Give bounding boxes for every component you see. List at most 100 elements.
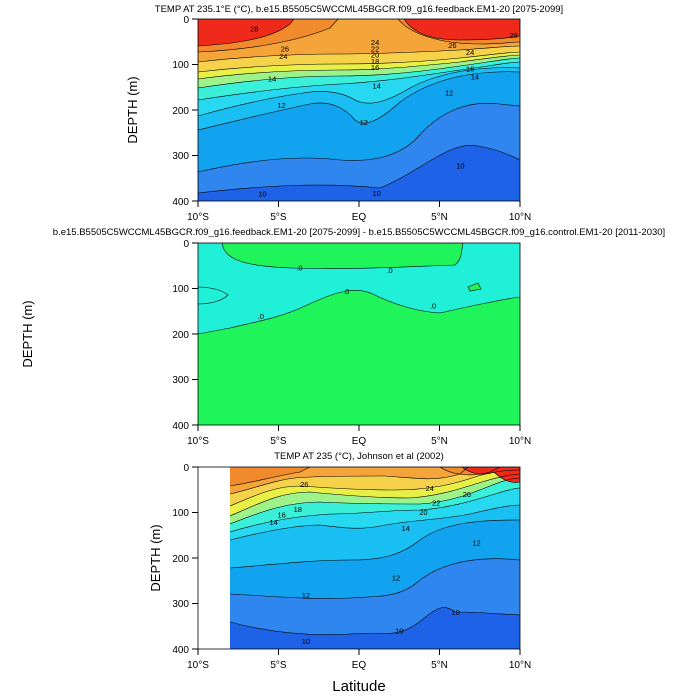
panel-1-xtick-label: 10°S	[187, 212, 209, 223]
contour-label: 28	[509, 31, 517, 40]
panel-1-ytick-label: 0	[183, 15, 189, 26]
panel-3-xtick-label: EQ	[352, 660, 367, 671]
panel-1-contour-lines	[198, 19, 520, 194]
contour-label: 26	[448, 41, 456, 50]
panel-3-ytick-label: 300	[172, 599, 189, 610]
panel-1: TEMP AT 235.1°E (°C), b.e15.B5505C5WCCML…	[125, 4, 563, 223]
contour-label: 12	[302, 591, 310, 600]
contour-label: .0	[386, 266, 392, 275]
contour-label: 26	[281, 45, 289, 54]
contour-label: 14	[471, 73, 479, 82]
panel-3-contour-lines	[230, 467, 520, 636]
band-lt28-left	[198, 19, 294, 46]
panel-2-ytick-label: 200	[172, 330, 189, 341]
panel-2-xticks: 10°S 5°S EQ 5°N 10°N	[187, 425, 531, 447]
contour-label: .0	[258, 312, 264, 321]
panel-1-ytick-label: 200	[172, 106, 189, 117]
x-axis-label: Latitude	[332, 678, 385, 695]
contour-label: 12	[392, 574, 400, 583]
panel-2-xtick-label: EQ	[352, 436, 367, 447]
panel-2-xtick-label: 5°S	[270, 436, 287, 447]
surface-positive	[222, 243, 463, 269]
panel-3-ytick-label: 400	[172, 645, 189, 656]
panel-2-contour-lines	[198, 243, 520, 335]
panel-1-ytick-label: 100	[172, 60, 189, 71]
panel-2-ytick-label: 100	[172, 284, 189, 295]
band-lt26	[230, 467, 500, 486]
panel-1-xtick-label: 10°N	[509, 212, 531, 223]
panel-2-title: b.e15.B5505C5WCCML45BGCR.f09_g16.feedbac…	[53, 227, 665, 238]
panel-2-axes: 0 100 200 300 400 10°S 5°S EQ 5°N 10°N D…	[20, 239, 531, 447]
panel-3-xtick-label: 10°S	[187, 660, 209, 671]
panel-3-title: TEMP AT 235 (°C), Johnson et al (2002)	[274, 451, 444, 462]
contour-label: 14	[373, 81, 381, 90]
contour-label: 16	[466, 65, 474, 74]
panel-2-ylabel: DEPTH (m)	[20, 300, 35, 367]
panel-1-xtick-label: 5°N	[431, 212, 448, 223]
contour-label: 10	[456, 162, 464, 171]
contour-label: 24	[426, 484, 434, 493]
panel-2-ytick-label: 300	[172, 375, 189, 386]
contour-label: 18	[294, 505, 302, 514]
contour-label: 28	[250, 25, 258, 34]
contour-label: 24	[371, 38, 379, 47]
contour-label: 24	[466, 48, 474, 57]
contour-label: 24	[279, 52, 287, 61]
contour-label: 10	[451, 608, 459, 617]
contour-label: 22	[432, 498, 440, 507]
contour-label: 14	[270, 518, 278, 527]
contour-label: .0	[296, 264, 302, 273]
panel-1-xtick-label: EQ	[352, 212, 367, 223]
small-patch	[468, 283, 481, 291]
panel-1-yticks: 0 100 200 300 400	[172, 15, 198, 208]
panel-1-ytick-label: 300	[172, 151, 189, 162]
panel-2-xtick-label: 5°N	[431, 436, 448, 447]
panel-2-yticks: 0 100 200 300 400	[172, 239, 198, 432]
contour-label: 10	[258, 190, 266, 199]
panel-3-ylabel: DEPTH (m)	[148, 524, 163, 591]
contour-label: 16	[371, 63, 379, 72]
panel-2: b.e15.B5505C5WCCML45BGCR.f09_g16.feedbac…	[20, 227, 665, 447]
panel-3-yticks: 0 100 200 300 400	[172, 463, 198, 656]
panel-2-xtick-label: 10°S	[187, 436, 209, 447]
panel-3-filled-contours	[230, 467, 520, 649]
contour-label: 20	[419, 508, 427, 517]
panel-1-xtick-label: 5°S	[270, 212, 287, 223]
panel-3-xtick-label: 5°S	[270, 660, 287, 671]
panel-3-xticks: 10°S 5°S EQ 5°N 10°N	[187, 649, 531, 671]
contour-label: 20	[371, 50, 379, 59]
panel-3-xtick-label: 10°N	[509, 660, 531, 671]
contour-label: 14	[402, 524, 410, 533]
panel-1-filled-contours	[198, 19, 520, 201]
panel-2-ytick-label: 0	[183, 239, 189, 250]
contour-label: 22	[371, 45, 379, 54]
contour-label: .0	[430, 301, 436, 310]
panel-1-ytick-label: 400	[172, 197, 189, 208]
panel-1-axes: 0 100 200 300 400 10°S 5°S EQ 5°N 10°N D…	[125, 15, 531, 223]
panel-2-contour-labels: .0 .0 .0 .0 .0	[258, 264, 437, 322]
panel-1-xticks: 10°S 5°S EQ 5°N 10°N	[187, 201, 531, 223]
contour-label: 12	[278, 101, 286, 110]
contour-label: .0	[343, 287, 349, 296]
contour-label: 16	[278, 511, 286, 520]
contour-label: 12	[360, 118, 368, 127]
contour-label: 10	[302, 637, 310, 646]
panel-2-xtick-label: 10°N	[509, 436, 531, 447]
panel-3: TEMP AT 235 (°C), Johnson et al (2002)	[148, 451, 531, 695]
panel-3-ytick-label: 200	[172, 554, 189, 565]
panel-2-ytick-label: 400	[172, 421, 189, 432]
contour-label: 26	[300, 480, 308, 489]
contour-label: 18	[371, 57, 379, 66]
panel-3-axes: 0 100 200 300 400 10°S 5°S EQ 5°N 10°N D…	[148, 463, 531, 695]
contour-label: 12	[445, 89, 453, 98]
panel-1-ylabel: DEPTH (m)	[125, 76, 140, 143]
contour-label: 14	[268, 75, 276, 84]
contour-label: 12	[472, 539, 480, 548]
contour-label: 10	[395, 626, 403, 635]
panel-2-filled-contours	[198, 243, 520, 425]
contour-label: 26	[463, 490, 471, 499]
panel-1-title: TEMP AT 235.1°E (°C), b.e15.B5505C5WCCML…	[155, 4, 563, 15]
